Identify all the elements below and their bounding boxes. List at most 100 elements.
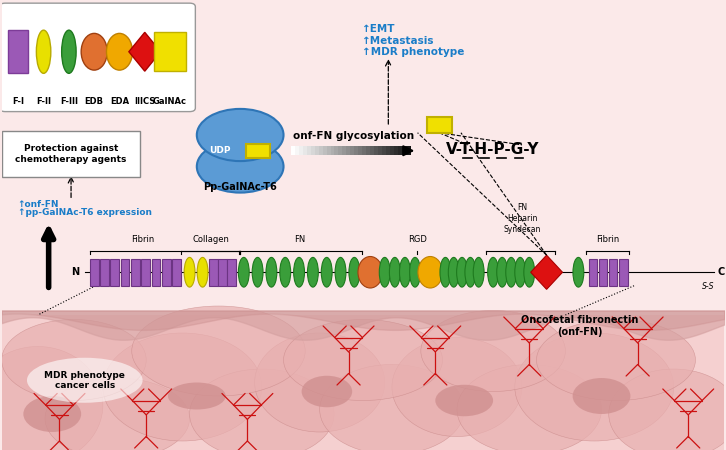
Text: F-III: F-III	[60, 97, 78, 106]
FancyBboxPatch shape	[209, 259, 218, 286]
Bar	[382, 146, 387, 155]
Text: ↑MDR phenotype: ↑MDR phenotype	[362, 47, 464, 57]
FancyBboxPatch shape	[154, 32, 186, 71]
FancyBboxPatch shape	[227, 259, 236, 286]
FancyBboxPatch shape	[152, 259, 160, 286]
FancyBboxPatch shape	[599, 259, 607, 286]
Bar	[402, 146, 407, 155]
Text: ↑pp-GalNAc-T6 expression: ↑pp-GalNAc-T6 expression	[17, 208, 152, 217]
Text: C: C	[717, 267, 725, 277]
Text: Pp-GalNAc-T6: Pp-GalNAc-T6	[203, 182, 277, 192]
Ellipse shape	[197, 140, 284, 193]
Bar	[335, 146, 340, 155]
Polygon shape	[531, 255, 563, 289]
Ellipse shape	[36, 30, 51, 73]
Text: Protection against
chemotherapy agents: Protection against chemotherapy agents	[15, 144, 127, 164]
Text: GalNAc: GalNAc	[153, 97, 187, 106]
FancyBboxPatch shape	[246, 144, 270, 158]
Bar	[346, 146, 351, 155]
Ellipse shape	[184, 257, 195, 287]
Ellipse shape	[308, 257, 318, 287]
FancyBboxPatch shape	[131, 259, 139, 286]
Ellipse shape	[1, 320, 146, 400]
Bar	[311, 146, 316, 155]
Bar	[359, 146, 363, 155]
Bar	[303, 146, 308, 155]
Text: N: N	[72, 267, 80, 277]
Ellipse shape	[457, 364, 602, 450]
FancyBboxPatch shape	[619, 259, 627, 286]
Ellipse shape	[319, 364, 464, 450]
Bar	[295, 146, 300, 155]
Ellipse shape	[524, 257, 534, 287]
Bar	[343, 146, 347, 155]
Text: EDA: EDA	[110, 97, 129, 106]
Text: IIICS: IIICS	[134, 97, 155, 106]
Ellipse shape	[322, 257, 332, 287]
Bar	[386, 146, 391, 155]
Ellipse shape	[436, 385, 493, 416]
Bar	[314, 146, 319, 155]
Text: ↑EMT: ↑EMT	[362, 24, 395, 34]
Bar	[351, 146, 355, 155]
Bar	[290, 146, 295, 155]
Ellipse shape	[409, 257, 420, 287]
Text: F-II: F-II	[36, 97, 51, 106]
Ellipse shape	[131, 306, 305, 396]
Ellipse shape	[515, 257, 526, 287]
Ellipse shape	[238, 257, 249, 287]
Ellipse shape	[440, 257, 451, 287]
Ellipse shape	[284, 320, 443, 400]
Ellipse shape	[418, 256, 443, 288]
Ellipse shape	[280, 257, 290, 287]
Ellipse shape	[358, 256, 383, 288]
Ellipse shape	[379, 257, 390, 287]
Ellipse shape	[465, 257, 476, 287]
Bar	[327, 146, 332, 155]
Text: Fibrin: Fibrin	[131, 235, 154, 244]
Text: Fibrin: Fibrin	[595, 235, 619, 244]
Ellipse shape	[252, 257, 263, 287]
Ellipse shape	[293, 257, 304, 287]
FancyBboxPatch shape	[0, 3, 195, 112]
Ellipse shape	[399, 257, 410, 287]
Ellipse shape	[506, 257, 517, 287]
Ellipse shape	[81, 33, 107, 70]
Bar	[390, 146, 395, 155]
Ellipse shape	[0, 346, 103, 450]
Bar	[319, 146, 324, 155]
Ellipse shape	[107, 33, 132, 70]
Bar	[306, 146, 311, 155]
Bar	[406, 146, 411, 155]
Ellipse shape	[335, 257, 346, 287]
Bar	[330, 146, 335, 155]
Text: Oncofetal fibronectin
(onf-FN): Oncofetal fibronectin (onf-FN)	[521, 315, 639, 337]
Ellipse shape	[537, 320, 696, 400]
Bar	[367, 146, 371, 155]
Ellipse shape	[473, 257, 484, 287]
Bar	[298, 146, 303, 155]
FancyBboxPatch shape	[218, 259, 227, 286]
Text: ↑onf-FN: ↑onf-FN	[17, 200, 59, 209]
Bar	[374, 146, 379, 155]
Bar	[394, 146, 399, 155]
Ellipse shape	[189, 369, 334, 450]
Polygon shape	[129, 32, 160, 71]
Text: FN
Heparin
Syndecan: FN Heparin Syndecan	[503, 203, 541, 234]
Ellipse shape	[103, 333, 262, 441]
Ellipse shape	[457, 257, 468, 287]
Ellipse shape	[392, 338, 522, 436]
Ellipse shape	[573, 257, 584, 287]
Ellipse shape	[421, 310, 566, 392]
Ellipse shape	[45, 378, 189, 450]
FancyBboxPatch shape	[608, 259, 617, 286]
Ellipse shape	[488, 257, 499, 287]
Text: UDP: UDP	[209, 146, 231, 155]
Ellipse shape	[23, 396, 81, 432]
Ellipse shape	[301, 376, 352, 407]
Ellipse shape	[27, 358, 142, 403]
Bar	[354, 146, 359, 155]
FancyBboxPatch shape	[8, 30, 28, 73]
FancyBboxPatch shape	[172, 259, 181, 286]
Ellipse shape	[255, 333, 385, 432]
